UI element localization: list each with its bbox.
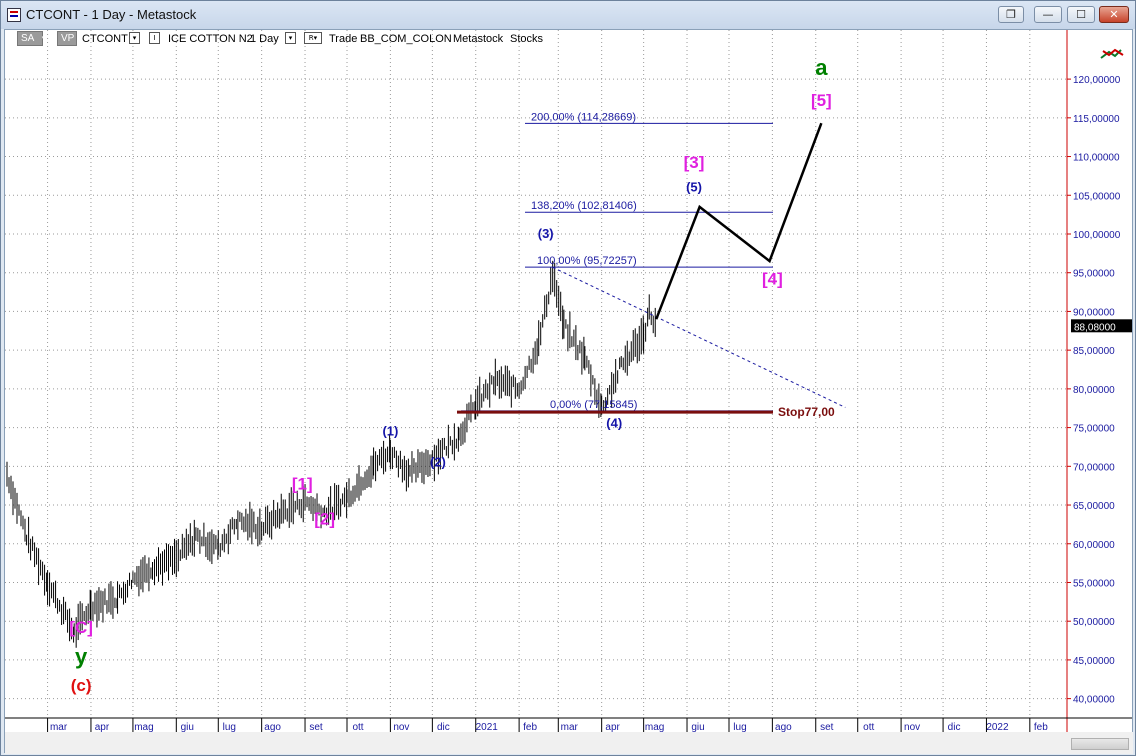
x-tick-label: nov bbox=[904, 722, 920, 733]
last-price-label: 88,08000 bbox=[1074, 322, 1116, 333]
bottom-bar bbox=[5, 732, 1133, 754]
stop-label: Stop77,00 bbox=[778, 405, 835, 419]
wave-label: (5) bbox=[686, 179, 702, 194]
info-icon[interactable]: I bbox=[149, 32, 160, 44]
fib-level-label: 138,20% (102,81406) bbox=[531, 200, 637, 212]
wave-label: a bbox=[815, 55, 828, 80]
x-tick-label: ago bbox=[264, 722, 281, 733]
symbol-label: CTCONT bbox=[82, 33, 128, 45]
trendline bbox=[552, 266, 846, 408]
x-tick-label: 2022 bbox=[986, 722, 1009, 733]
restore-chart-icon[interactable]: ❐ bbox=[998, 6, 1024, 23]
trade-label[interactable]: Trade bbox=[329, 33, 358, 45]
y-tick-label: 100,00000 bbox=[1073, 230, 1121, 241]
x-tick-label: lug bbox=[223, 722, 236, 733]
y-tick-label: 80,00000 bbox=[1073, 385, 1115, 396]
fib-level-label: 200,00% (114,28669) bbox=[531, 111, 636, 123]
x-tick-label: feb bbox=[523, 722, 537, 733]
y-tick-label: 90,00000 bbox=[1073, 307, 1115, 318]
r-button[interactable]: R▾ bbox=[304, 32, 322, 44]
chart-settings-icon[interactable] bbox=[1100, 48, 1124, 59]
x-tick-label: feb bbox=[1034, 722, 1048, 733]
x-tick-label: lug bbox=[733, 722, 746, 733]
vp-button[interactable]: VP bbox=[57, 31, 77, 46]
periodicity-label: 1 Day bbox=[250, 33, 279, 45]
y-tick-label: 110,00000 bbox=[1073, 153, 1120, 164]
x-tick-label: dic bbox=[948, 722, 961, 733]
price-chart[interactable]: 40,00000 45,00000 50,00000 55,00000 60,00000… bbox=[5, 30, 1132, 752]
x-tick-label: set bbox=[309, 722, 323, 733]
wave-label: [3] bbox=[684, 153, 705, 172]
title-bar[interactable]: CTCONT - 1 Day - Metastock ❐ — ☐ ✕ bbox=[1, 1, 1135, 29]
x-tick-label: mar bbox=[50, 722, 68, 733]
wave-label: [1] bbox=[292, 475, 313, 494]
y-tick-label: 55,00000 bbox=[1073, 578, 1115, 589]
r-label: R bbox=[308, 34, 314, 42]
y-tick-label: 85,00000 bbox=[1073, 346, 1115, 357]
y-tick-label: 120,00000 bbox=[1073, 75, 1121, 86]
r-dropdown-icon: ▾ bbox=[313, 34, 318, 42]
last-price-tag bbox=[1071, 319, 1132, 333]
metastock-chart-icon[interactable] bbox=[7, 8, 21, 22]
minimize-button[interactable]: — bbox=[1034, 6, 1062, 23]
maximize-button[interactable]: ☐ bbox=[1067, 6, 1095, 23]
y-tick-label: 50,00000 bbox=[1073, 617, 1115, 628]
x-tick-label: giu bbox=[181, 722, 194, 733]
chart-area[interactable]: 40,00000 45,00000 50,00000 55,00000 60,00000… bbox=[4, 29, 1133, 753]
wave-label: (2) bbox=[430, 454, 446, 469]
x-tick-label: giu bbox=[691, 722, 704, 733]
wave-label: [2] bbox=[314, 509, 335, 528]
x-tick-label: ago bbox=[775, 722, 792, 733]
wave-label: y bbox=[75, 644, 88, 669]
wave-label: (c) bbox=[71, 676, 92, 695]
x-tick-label: nov bbox=[393, 722, 409, 733]
x-tick-label: apr bbox=[605, 722, 620, 733]
wave-label: (1) bbox=[382, 423, 398, 438]
x-tick-label: 2021 bbox=[476, 722, 499, 733]
horizontal-scrollbar[interactable] bbox=[1071, 738, 1129, 750]
y-tick-label: 95,00000 bbox=[1073, 269, 1115, 280]
wave-label: [C] bbox=[69, 618, 93, 637]
security-name: ICE COTTON N2 bbox=[168, 33, 253, 45]
x-tick-label: dic bbox=[437, 722, 450, 733]
close-button[interactable]: ✕ bbox=[1099, 6, 1129, 23]
window-title: CTCONT - 1 Day - Metastock bbox=[26, 7, 197, 22]
wave-label: (3) bbox=[538, 226, 554, 241]
security-type-label: Stocks bbox=[510, 33, 544, 45]
projection-path bbox=[655, 122, 823, 320]
wave-label: [5] bbox=[811, 91, 832, 110]
periodicity-dropdown-icon[interactable]: ▾ bbox=[285, 32, 296, 44]
x-tick-label: set bbox=[820, 722, 834, 733]
wave-label: (4) bbox=[606, 416, 622, 431]
y-tick-label: 65,00000 bbox=[1073, 501, 1115, 512]
expert-label: BB_COM_COLON bbox=[360, 33, 452, 45]
y-tick-label: 70,00000 bbox=[1073, 462, 1115, 473]
x-tick-label: mag bbox=[645, 722, 664, 733]
y-tick-label: 60,00000 bbox=[1073, 540, 1115, 551]
x-tick-label: mag bbox=[134, 722, 153, 733]
sa-button[interactable]: SA bbox=[17, 31, 43, 46]
data-source-label: Metastock bbox=[453, 33, 504, 45]
y-tick-label: 40,00000 bbox=[1073, 695, 1115, 706]
sa-dropdown-icon[interactable]: ▾ bbox=[41, 34, 46, 42]
chart-toolbar: SA ▾ VP CTCONT ▾ I ICE COTTON N2 1 Day ▾… bbox=[13, 31, 813, 49]
fib-level-label: 0,00% (77,15845) bbox=[550, 399, 637, 411]
x-tick-label: mar bbox=[561, 722, 579, 733]
y-tick-label: 75,00000 bbox=[1073, 424, 1115, 435]
x-tick-label: ott bbox=[352, 722, 363, 733]
x-tick-label: apr bbox=[95, 722, 110, 733]
y-tick-label: 115,00000 bbox=[1073, 114, 1120, 125]
symbol-dropdown-icon[interactable]: ▾ bbox=[129, 32, 140, 44]
wave-label: [4] bbox=[762, 269, 783, 288]
fib-level-label: 100,00% (95,72257) bbox=[537, 255, 637, 267]
y-tick-label: 105,00000 bbox=[1073, 191, 1121, 202]
y-tick-label: 45,00000 bbox=[1073, 656, 1115, 667]
x-tick-label: ott bbox=[863, 722, 874, 733]
